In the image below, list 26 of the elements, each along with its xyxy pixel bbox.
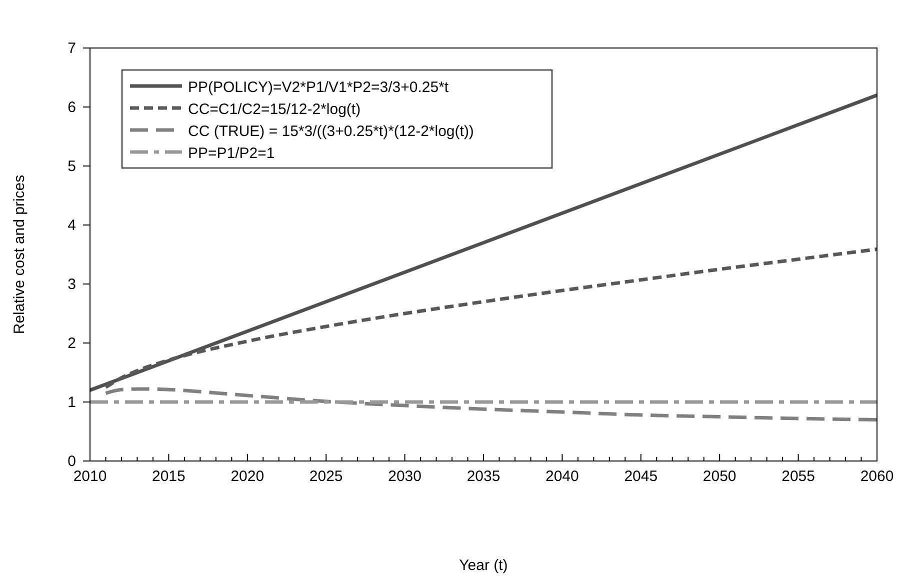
x-tick-label: 2040 bbox=[546, 468, 579, 485]
x-tick-label: 2050 bbox=[702, 468, 736, 485]
y-tick-label: 7 bbox=[68, 40, 76, 57]
y-tick-label: 0 bbox=[68, 453, 76, 470]
x-tick-label: 2045 bbox=[624, 468, 658, 485]
x-tick-label: 2020 bbox=[230, 468, 264, 485]
line-series bbox=[104, 387, 879, 422]
x-tick-label: 2055 bbox=[782, 468, 815, 485]
legend-label: CC (TRUE) = 15*3/((3+0.25*t)*(12-2*log(t)) bbox=[188, 123, 474, 140]
x-axis-title: Year (t) bbox=[459, 557, 508, 574]
x-tick-label: 2025 bbox=[309, 468, 343, 485]
y-tick-label: 5 bbox=[68, 158, 76, 175]
x-tick-label: 2015 bbox=[152, 468, 186, 485]
legend-label: PP=P1/P2=1 bbox=[188, 145, 275, 162]
legend-label: PP(POLICY)=V2*P1/V1*P2=3/3+0.25*t bbox=[188, 79, 450, 96]
y-axis-title: Relative cost and prices bbox=[11, 174, 28, 334]
y-tick-label: 3 bbox=[68, 276, 76, 293]
x-tick-label: 2010 bbox=[73, 468, 107, 485]
y-tick-label: 6 bbox=[68, 99, 76, 116]
x-tick-label: 2030 bbox=[388, 468, 422, 485]
y-tick-label: 4 bbox=[68, 217, 76, 234]
y-tick-label: 1 bbox=[68, 394, 76, 411]
x-tick-label: 2060 bbox=[860, 468, 894, 485]
y-tick-label: 2 bbox=[68, 335, 76, 352]
x-tick-label: 2035 bbox=[466, 468, 500, 485]
legend-label: CC=C1/C2=15/12-2*log(t) bbox=[188, 101, 361, 118]
